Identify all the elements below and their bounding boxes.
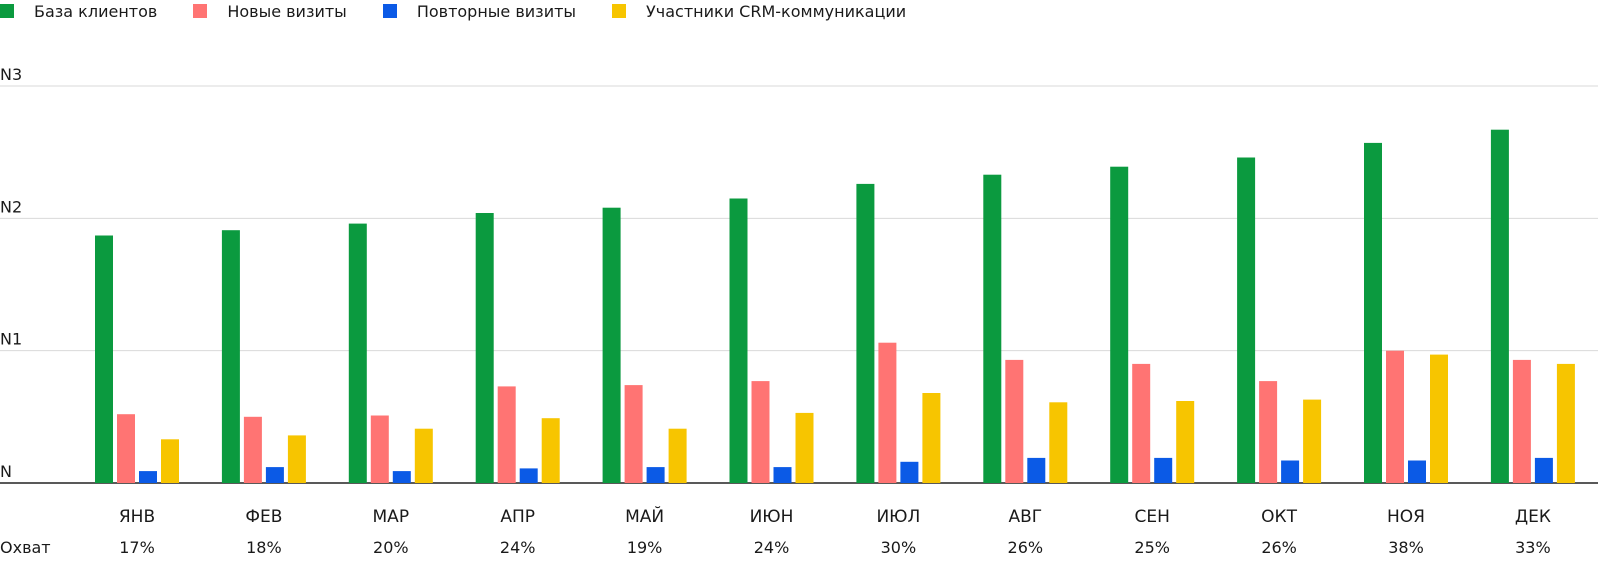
- bar-1-МАЙ: [602, 207, 621, 483]
- bar-4-НОЯ: [1430, 354, 1448, 483]
- coverage-value: 20%: [373, 538, 409, 557]
- bar-4-МАР: [414, 428, 433, 483]
- bar-3-АПР: [519, 468, 538, 483]
- coverage-value: 24%: [500, 538, 536, 557]
- x-tick-label: НОЯ: [1387, 507, 1425, 527]
- x-tick-label: СЕН: [1134, 507, 1169, 527]
- x-tick-label: ИЮЛ: [876, 507, 920, 527]
- y-tick-label: N: [0, 462, 12, 481]
- bar-3-ИЮЛ: [900, 461, 919, 483]
- bar-3-ОКТ: [1281, 460, 1300, 483]
- bar-1-ИЮЛ: [856, 183, 875, 483]
- x-tick-label: ЯНВ: [119, 507, 155, 527]
- legend-label: База клиентов: [34, 1, 158, 21]
- bar-4-СЕН: [1176, 401, 1195, 483]
- legend-swatch: [193, 4, 208, 18]
- bar-1-ИЮН: [729, 198, 748, 483]
- bar-1-ФЕВ: [221, 230, 240, 483]
- bar-1-СЕН: [1110, 166, 1129, 483]
- bar-4-ДЕК: [1556, 363, 1575, 483]
- legend-item-1: База клиентов: [0, 2, 157, 21]
- coverage-value: 33%: [1515, 538, 1551, 557]
- x-tick-label: АПР: [500, 507, 535, 527]
- bar-1-ОКТ: [1237, 157, 1256, 483]
- coverage-value: 24%: [754, 538, 790, 557]
- y-tick-label: N3: [0, 65, 22, 84]
- coverage-value: 26%: [1008, 538, 1044, 557]
- bar-2-МАЙ: [624, 385, 643, 483]
- bar-4-ИЮЛ: [922, 393, 941, 483]
- legend-label: Участники CRM-коммуникации: [646, 1, 907, 21]
- y-tick-label: N1: [0, 330, 22, 349]
- legend-swatch: [382, 4, 397, 18]
- bar-2-НОЯ: [1386, 350, 1404, 483]
- bar-3-ИЮН: [773, 467, 792, 483]
- x-tick-label: ИЮН: [750, 507, 794, 527]
- coverage-value: 19%: [627, 538, 663, 557]
- bar-3-ЯНВ: [139, 471, 157, 483]
- legend-label: Повторные визиты: [416, 1, 577, 21]
- x-tick-label: ФЕВ: [245, 507, 282, 527]
- coverage-value: 18%: [246, 538, 282, 557]
- bar-3-НОЯ: [1408, 460, 1426, 483]
- bar-2-СЕН: [1132, 363, 1151, 483]
- coverage-value: 17%: [119, 538, 155, 557]
- bar-2-ИЮЛ: [878, 342, 897, 483]
- bar-4-ОКТ: [1303, 399, 1322, 483]
- label-layer: ЯНВ 17% ФЕВ 18% МАР 20% АПР 24% МАЙ 19% ИЮН 24% ИЮЛ 3…: [0, 505, 1551, 557]
- bar-4-ЯНВ: [161, 439, 179, 483]
- bar-2-МАР: [370, 415, 389, 483]
- coverage-value: 26%: [1261, 538, 1297, 557]
- legend-item-3: Повторные визиты: [382, 1, 577, 21]
- bar-1-НОЯ: [1364, 142, 1382, 483]
- bar-4-ФЕВ: [287, 435, 306, 483]
- x-tick-label: АВГ: [1008, 507, 1042, 527]
- coverage-row-label: Охват: [0, 538, 51, 557]
- bar-2-АПР: [497, 386, 516, 483]
- bar-4-ИЮН: [795, 412, 814, 483]
- bar-1-АПР: [475, 213, 494, 483]
- bar-4-АВГ: [1049, 402, 1068, 483]
- bar-4-МАЙ: [668, 428, 687, 483]
- bar-2-ИЮН: [751, 381, 770, 483]
- y-tick-label: N2: [0, 197, 22, 216]
- chart-legend: База клиентов Новые визиты Повторные визит…: [0, 0, 942, 22]
- legend-item-4: Участники CRM-коммуникации: [612, 2, 906, 21]
- bar-3-МАР: [392, 471, 411, 483]
- coverage-value: 25%: [1134, 538, 1170, 557]
- bar-3-ФЕВ: [265, 467, 284, 483]
- bar-3-МАЙ: [646, 467, 665, 483]
- bar-1-ДЕК: [1490, 129, 1509, 483]
- bar-2-ФЕВ: [243, 416, 262, 483]
- legend-label: Новые визиты: [227, 1, 347, 21]
- x-tick-label: ОКТ: [1261, 507, 1297, 527]
- bar-1-АВГ: [983, 174, 1002, 483]
- legend-swatch: [612, 4, 627, 18]
- bar-1-ЯНВ: [95, 235, 113, 483]
- legend-swatch: [0, 4, 14, 18]
- x-tick-label: МАЙ: [625, 505, 664, 527]
- coverage-value: 30%: [881, 538, 917, 557]
- x-tick-label: ДЕК: [1515, 507, 1551, 527]
- bar-3-ДЕК: [1534, 457, 1553, 483]
- bar-2-ОКТ: [1259, 381, 1278, 483]
- bar-2-ДЕК: [1512, 359, 1531, 483]
- bar-4-АПР: [541, 418, 560, 483]
- bar-3-АВГ: [1027, 457, 1046, 483]
- bar-2-ЯНВ: [117, 414, 135, 483]
- bar-layer: [95, 129, 1575, 483]
- bar-2-АВГ: [1005, 359, 1024, 483]
- coverage-value: 38%: [1388, 538, 1424, 557]
- legend-item-2: Новые визиты: [193, 2, 347, 21]
- x-tick-label: МАР: [373, 507, 410, 527]
- bar-3-СЕН: [1154, 457, 1173, 483]
- bar-1-МАР: [348, 223, 367, 483]
